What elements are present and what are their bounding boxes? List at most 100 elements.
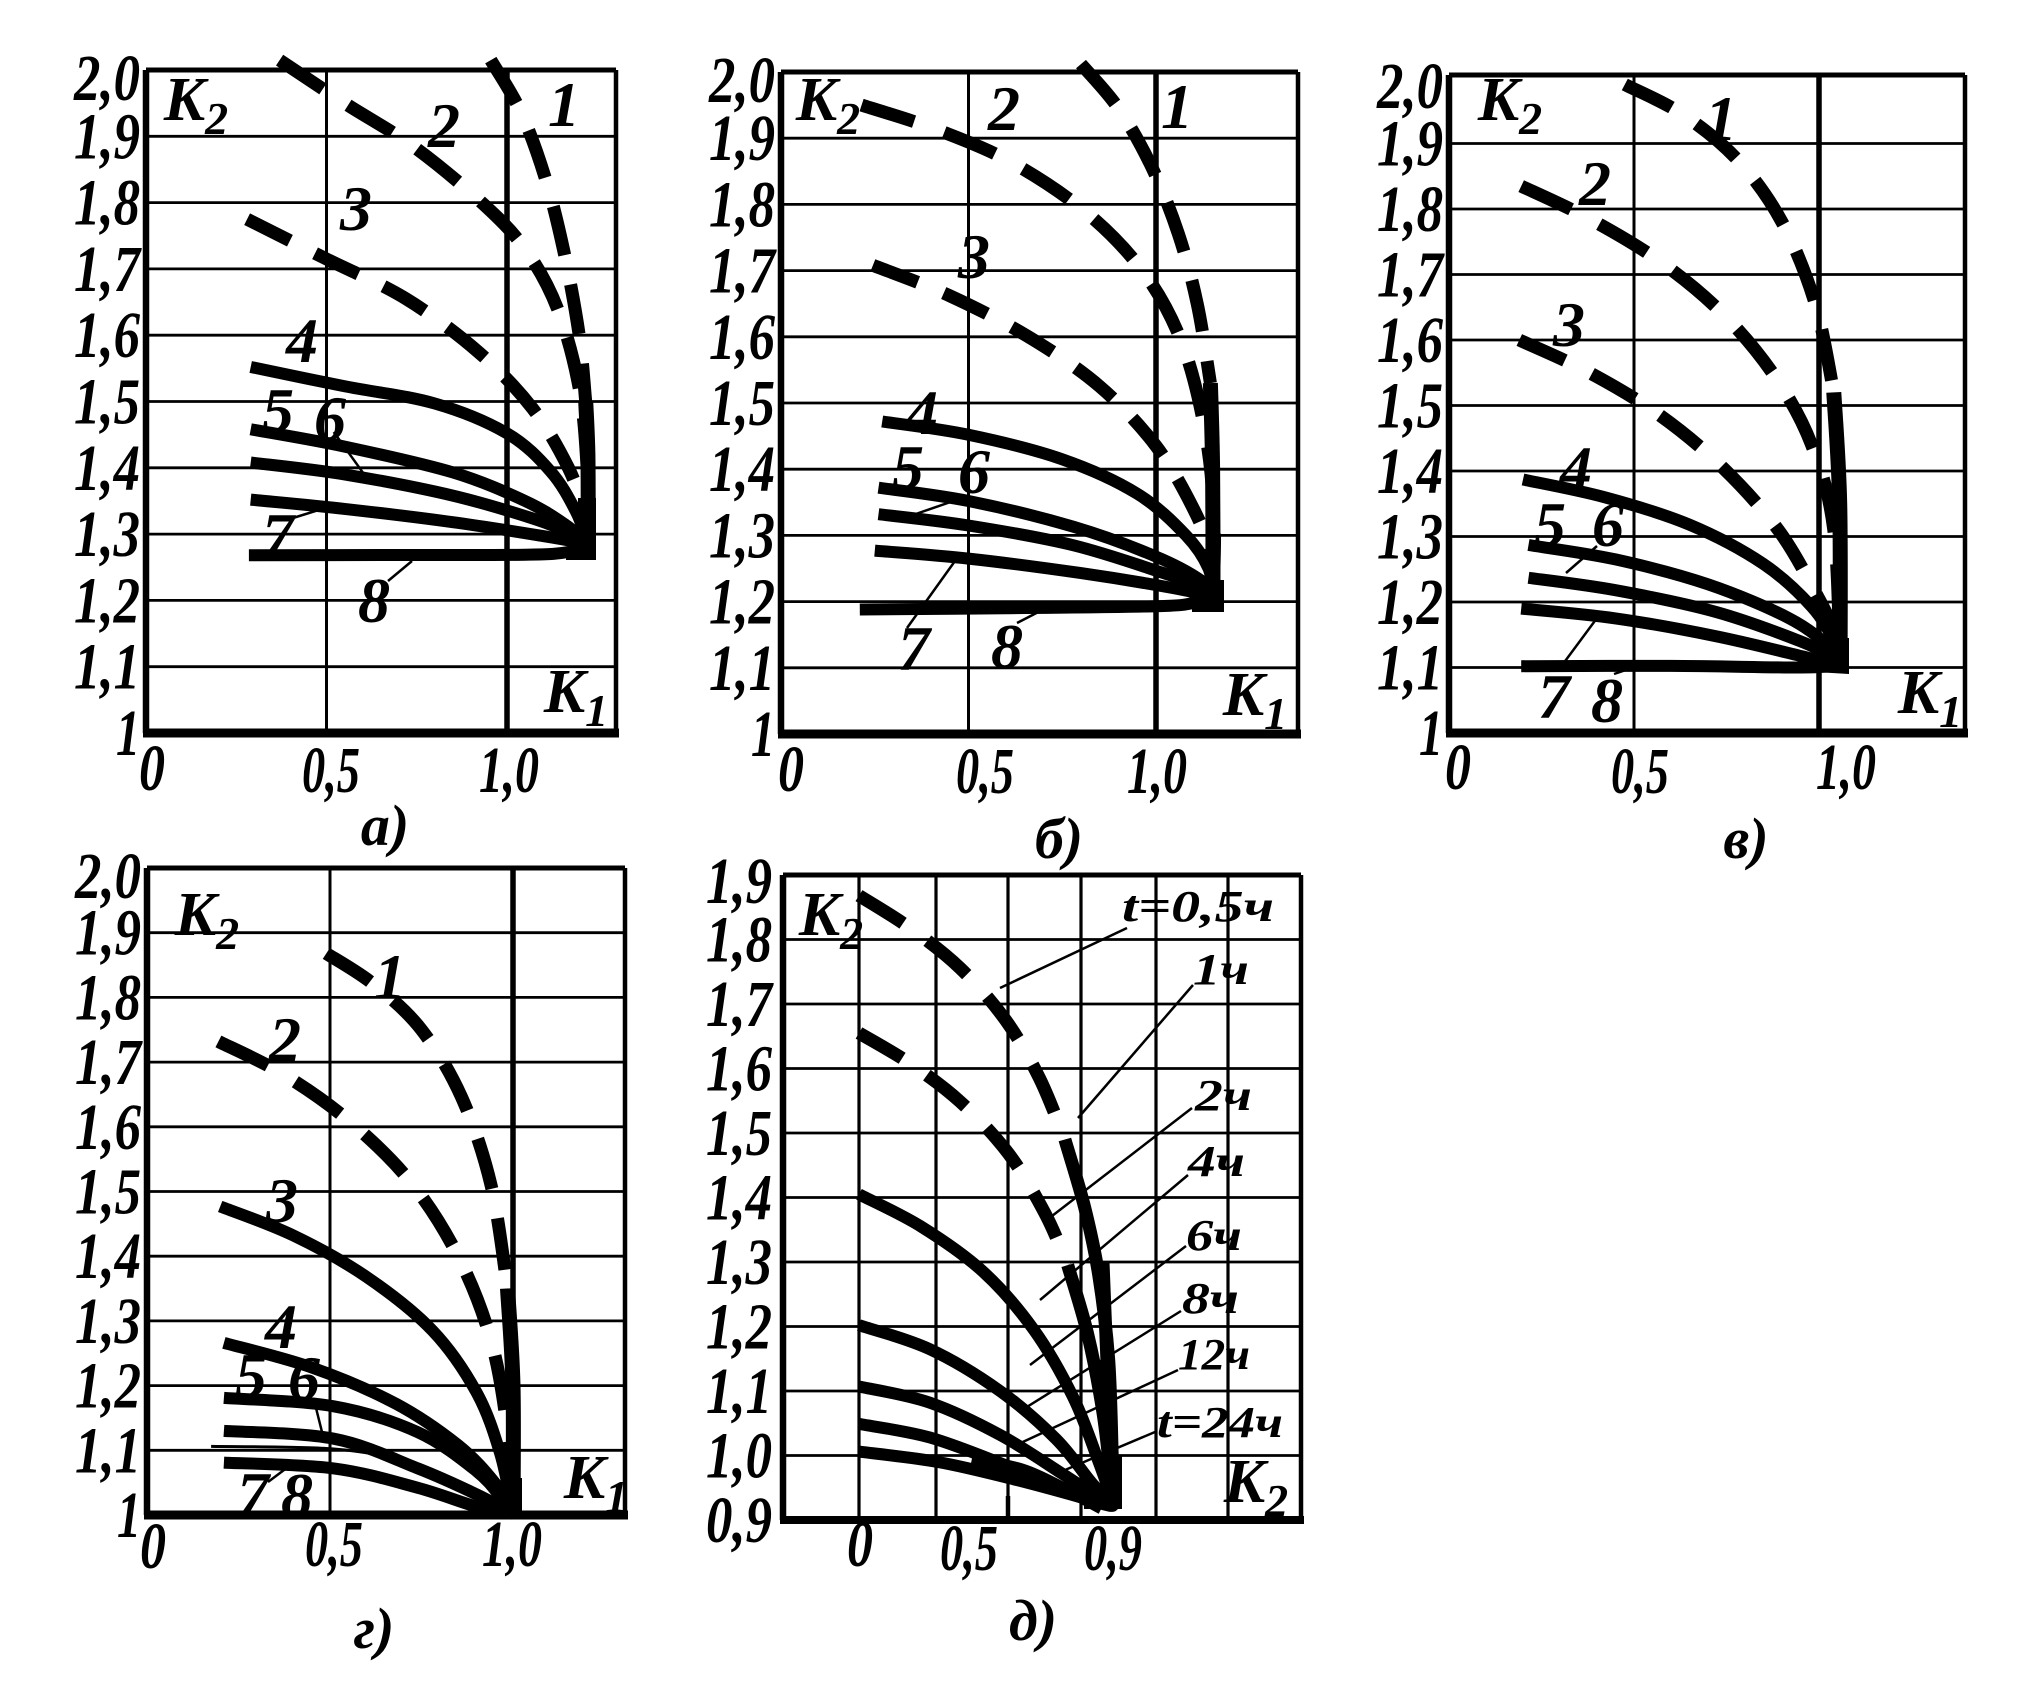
svg-text:0,5: 0,5 <box>956 735 1014 808</box>
svg-text:0,5: 0,5 <box>302 734 360 807</box>
svg-text:1,6: 1,6 <box>706 1033 772 1106</box>
svg-text:1,0: 1,0 <box>1127 735 1187 808</box>
svg-text:1,1: 1,1 <box>1377 632 1443 705</box>
svg-text:0,9: 0,9 <box>706 1484 772 1557</box>
svg-text:1,5: 1,5 <box>709 367 775 440</box>
svg-text:1,2: 1,2 <box>75 1350 141 1423</box>
svg-text:3: 3 <box>1552 289 1585 360</box>
svg-text:t=0,5ч: t=0,5ч <box>1122 882 1274 931</box>
svg-text:3: 3 <box>339 173 372 244</box>
svg-text:1,6: 1,6 <box>1377 304 1443 377</box>
svg-text:0: 0 <box>847 1508 873 1581</box>
svg-text:1,7: 1,7 <box>74 233 142 306</box>
svg-text:8: 8 <box>281 1460 313 1531</box>
svg-text:1: 1 <box>1705 83 1737 154</box>
svg-text:3: 3 <box>265 1165 298 1236</box>
svg-text:1,9: 1,9 <box>706 845 772 918</box>
svg-text:б): б) <box>1035 806 1083 871</box>
svg-text:6ч: 6ч <box>1186 1211 1242 1260</box>
svg-text:7: 7 <box>237 1459 272 1530</box>
svg-text:1,0: 1,0 <box>482 1508 542 1581</box>
svg-text:4: 4 <box>1559 433 1592 504</box>
svg-text:1,4: 1,4 <box>75 1220 141 1293</box>
svg-text:0: 0 <box>778 733 804 806</box>
svg-text:K2: K2 <box>798 881 863 959</box>
svg-text:1,1: 1,1 <box>75 1414 141 1487</box>
svg-text:1,5: 1,5 <box>1377 370 1443 443</box>
svg-text:1,4: 1,4 <box>1377 435 1443 508</box>
svg-text:2: 2 <box>268 1004 301 1075</box>
svg-text:1,2: 1,2 <box>709 566 775 639</box>
svg-text:4ч: 4ч <box>1187 1137 1245 1186</box>
svg-text:0,5: 0,5 <box>940 1512 998 1585</box>
svg-text:1,5: 1,5 <box>74 366 140 439</box>
svg-text:1,8: 1,8 <box>75 961 141 1034</box>
svg-text:1,7: 1,7 <box>1377 239 1445 312</box>
svg-text:1: 1 <box>117 1479 141 1552</box>
svg-text:1,4: 1,4 <box>74 432 140 505</box>
svg-text:1,3: 1,3 <box>709 499 775 572</box>
svg-text:а): а) <box>361 793 409 858</box>
svg-text:1,7: 1,7 <box>709 235 777 308</box>
svg-text:2,0: 2,0 <box>708 44 775 117</box>
svg-text:1,0: 1,0 <box>1816 731 1876 804</box>
svg-text:6: 6 <box>314 383 346 454</box>
svg-text:1,2: 1,2 <box>1377 566 1443 639</box>
svg-text:12ч: 12ч <box>1178 1330 1250 1379</box>
svg-text:4: 4 <box>264 1291 297 1362</box>
svg-text:0: 0 <box>140 1510 166 1583</box>
svg-text:1,0: 1,0 <box>706 1420 772 1493</box>
svg-text:1: 1 <box>116 697 140 770</box>
svg-text:8ч: 8ч <box>1182 1274 1239 1323</box>
svg-text:1: 1 <box>1161 71 1193 142</box>
svg-text:1: 1 <box>1419 697 1443 770</box>
svg-text:д): д) <box>1009 1588 1057 1653</box>
svg-text:K2: K2 <box>1477 66 1542 144</box>
svg-text:1,1: 1,1 <box>74 631 140 704</box>
svg-text:1,3: 1,3 <box>75 1285 141 1358</box>
svg-text:1,9: 1,9 <box>74 100 140 173</box>
svg-text:K2: K2 <box>795 66 860 144</box>
svg-text:1,5: 1,5 <box>706 1097 772 1170</box>
svg-text:t=24ч: t=24ч <box>1157 1398 1283 1447</box>
svg-text:1: 1 <box>548 69 580 140</box>
svg-text:0,9: 0,9 <box>1084 1512 1142 1585</box>
svg-text:5: 5 <box>262 375 294 446</box>
svg-text:2: 2 <box>427 90 460 161</box>
svg-text:8: 8 <box>358 565 390 636</box>
svg-text:0: 0 <box>139 732 165 805</box>
svg-text:1,4: 1,4 <box>706 1162 772 1235</box>
svg-text:1,3: 1,3 <box>706 1226 772 1299</box>
svg-text:2: 2 <box>987 73 1020 144</box>
svg-text:2,0: 2,0 <box>1376 50 1443 123</box>
svg-text:1,6: 1,6 <box>709 301 775 374</box>
svg-text:1,8: 1,8 <box>1377 173 1443 246</box>
svg-text:6: 6 <box>1592 489 1624 560</box>
svg-text:1ч: 1ч <box>1193 945 1249 994</box>
svg-text:2: 2 <box>1578 148 1611 219</box>
svg-text:8: 8 <box>991 611 1023 682</box>
svg-text:1,4: 1,4 <box>709 433 775 506</box>
svg-text:1,1: 1,1 <box>706 1355 772 1428</box>
svg-text:г): г) <box>354 1596 395 1661</box>
svg-text:2ч: 2ч <box>1194 1071 1252 1120</box>
svg-text:1,8: 1,8 <box>74 167 140 240</box>
svg-text:1,8: 1,8 <box>709 168 775 241</box>
svg-text:8: 8 <box>1591 665 1623 736</box>
svg-text:5: 5 <box>235 1340 267 1411</box>
svg-text:1,2: 1,2 <box>706 1291 772 1364</box>
svg-text:4: 4 <box>285 305 318 376</box>
svg-text:0: 0 <box>1445 731 1471 804</box>
svg-text:0,5: 0,5 <box>1611 735 1669 808</box>
svg-text:в): в) <box>1723 806 1768 871</box>
svg-text:1,9: 1,9 <box>709 102 775 175</box>
svg-text:7: 7 <box>262 500 297 571</box>
svg-text:2,0: 2,0 <box>74 840 141 913</box>
svg-text:7: 7 <box>1538 661 1573 732</box>
svg-text:1,8: 1,8 <box>706 904 772 977</box>
svg-text:6: 6 <box>288 1343 320 1414</box>
svg-text:0,5: 0,5 <box>305 1508 363 1581</box>
svg-text:5: 5 <box>1534 489 1566 560</box>
svg-text:2,0: 2,0 <box>73 42 140 115</box>
svg-text:4: 4 <box>905 377 938 448</box>
